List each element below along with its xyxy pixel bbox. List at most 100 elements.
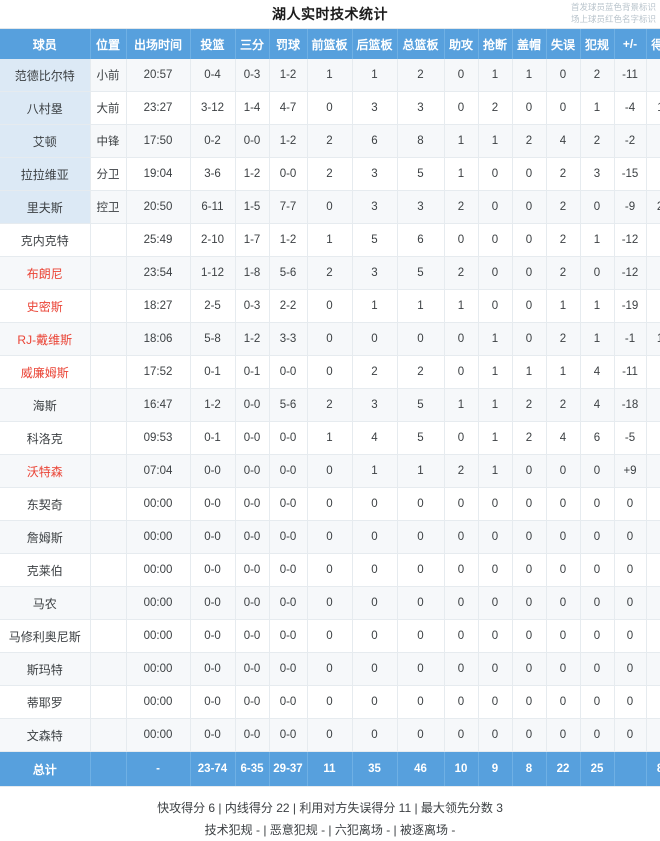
stat-cell-tp: 0-0 bbox=[235, 421, 270, 455]
stat-cell-pts: 0 bbox=[646, 355, 660, 389]
stat-cell-position bbox=[90, 553, 127, 587]
stat-cell-pm: 0 bbox=[614, 520, 647, 554]
stat-cell-position bbox=[90, 487, 127, 521]
stat-cell-dreb: 0 bbox=[352, 685, 398, 719]
stat-cell-fg: 0-0 bbox=[190, 652, 236, 686]
column-header-pts[interactable]: 得分 bbox=[646, 29, 660, 59]
stat-cell-fg: 5-8 bbox=[190, 322, 236, 356]
stat-cell-pm: +9 bbox=[614, 454, 647, 488]
stat-cell-pf: 2 bbox=[580, 59, 615, 92]
stat-cell-stl: 0 bbox=[478, 586, 513, 620]
stat-cell-tp: 0-0 bbox=[235, 619, 270, 653]
stat-cell-ast: 0 bbox=[444, 322, 479, 356]
stat-cell-fg: 0-0 bbox=[190, 487, 236, 521]
column-header-ft[interactable]: 罚球 bbox=[269, 29, 308, 59]
stat-cell-tp: 1-2 bbox=[235, 157, 270, 191]
column-header-oreb[interactable]: 前篮板 bbox=[307, 29, 353, 59]
column-header-stl[interactable]: 抢断 bbox=[478, 29, 513, 59]
totals-cell-stl: 9 bbox=[478, 751, 513, 786]
stat-cell-minutes: 00:00 bbox=[126, 718, 191, 752]
stat-cell-oreb: 1 bbox=[307, 59, 353, 92]
stat-cell-oreb: 0 bbox=[307, 289, 353, 323]
player-name-cell: 史密斯 bbox=[0, 289, 91, 323]
stat-cell-dreb: 2 bbox=[352, 355, 398, 389]
stat-cell-reb: 6 bbox=[397, 223, 445, 257]
stat-cell-reb: 0 bbox=[397, 520, 445, 554]
totals-cell-ast: 10 bbox=[444, 751, 479, 786]
player-name-cell: 布朗尼 bbox=[0, 256, 91, 290]
stat-cell-pf: 0 bbox=[580, 553, 615, 587]
stat-cell-ast: 1 bbox=[444, 388, 479, 422]
stat-cell-pts: 8 bbox=[646, 256, 660, 290]
stat-cell-tp: 0-0 bbox=[235, 487, 270, 521]
column-header-position[interactable]: 位置 bbox=[90, 29, 127, 59]
column-header-ast[interactable]: 助攻 bbox=[444, 29, 479, 59]
stat-cell-tov: 2 bbox=[546, 388, 581, 422]
stat-cell-tov: 0 bbox=[546, 619, 581, 653]
footer-line-1: 快攻得分 6 | 内线得分 22 | 利用对方失误得分 11 | 最大领先分数 … bbox=[157, 801, 503, 815]
stat-cell-reb: 1 bbox=[397, 454, 445, 488]
stat-cell-tp: 1-5 bbox=[235, 190, 270, 224]
stat-cell-reb: 0 bbox=[397, 553, 445, 587]
totals-cell-reb: 46 bbox=[397, 751, 445, 786]
column-header-pf[interactable]: 犯规 bbox=[580, 29, 615, 59]
player-name-cell: 马农 bbox=[0, 586, 91, 620]
column-header-pm[interactable]: +/- bbox=[614, 29, 647, 59]
stat-cell-pf: 3 bbox=[580, 157, 615, 191]
column-header-minutes[interactable]: 出场时间 bbox=[126, 29, 191, 59]
stat-cell-ft: 0-0 bbox=[269, 619, 308, 653]
stat-cell-pf: 1 bbox=[580, 91, 615, 125]
player-name-cell: 斯玛特 bbox=[0, 652, 91, 686]
stat-cell-position bbox=[90, 652, 127, 686]
player-name-cell: 克内克特 bbox=[0, 223, 91, 257]
stat-cell-minutes: 17:50 bbox=[126, 124, 191, 158]
column-header-reb[interactable]: 总篮板 bbox=[397, 29, 445, 59]
stat-cell-tov: 4 bbox=[546, 421, 581, 455]
totals-cell-pm bbox=[614, 751, 647, 786]
stat-cell-blk: 0 bbox=[512, 289, 547, 323]
column-header-fg[interactable]: 投篮 bbox=[190, 29, 236, 59]
stat-cell-minutes: 00:00 bbox=[126, 652, 191, 686]
column-header-tp[interactable]: 三分 bbox=[235, 29, 270, 59]
stat-cell-tp: 0-1 bbox=[235, 355, 270, 389]
stat-cell-dreb: 6 bbox=[352, 124, 398, 158]
column-header-dreb[interactable]: 后篮板 bbox=[352, 29, 398, 59]
stat-cell-ast: 0 bbox=[444, 355, 479, 389]
player-name-cell: 詹姆斯 bbox=[0, 520, 91, 554]
player-name-cell: RJ-戴维斯 bbox=[0, 322, 91, 356]
stat-cell-stl: 0 bbox=[478, 289, 513, 323]
column-header-tov[interactable]: 失误 bbox=[546, 29, 581, 59]
stat-cell-pm: -9 bbox=[614, 190, 647, 224]
stat-cell-oreb: 0 bbox=[307, 91, 353, 125]
stat-cell-pf: 6 bbox=[580, 421, 615, 455]
stat-cell-pm: 0 bbox=[614, 586, 647, 620]
column-header-blk[interactable]: 盖帽 bbox=[512, 29, 547, 59]
stat-cell-pts: 0 bbox=[646, 718, 660, 752]
column-header-player[interactable]: 球员 bbox=[0, 29, 91, 59]
stat-cell-oreb: 2 bbox=[307, 124, 353, 158]
stat-cell-minutes: 16:47 bbox=[126, 388, 191, 422]
stat-cell-pf: 4 bbox=[580, 355, 615, 389]
stat-cell-dreb: 0 bbox=[352, 520, 398, 554]
